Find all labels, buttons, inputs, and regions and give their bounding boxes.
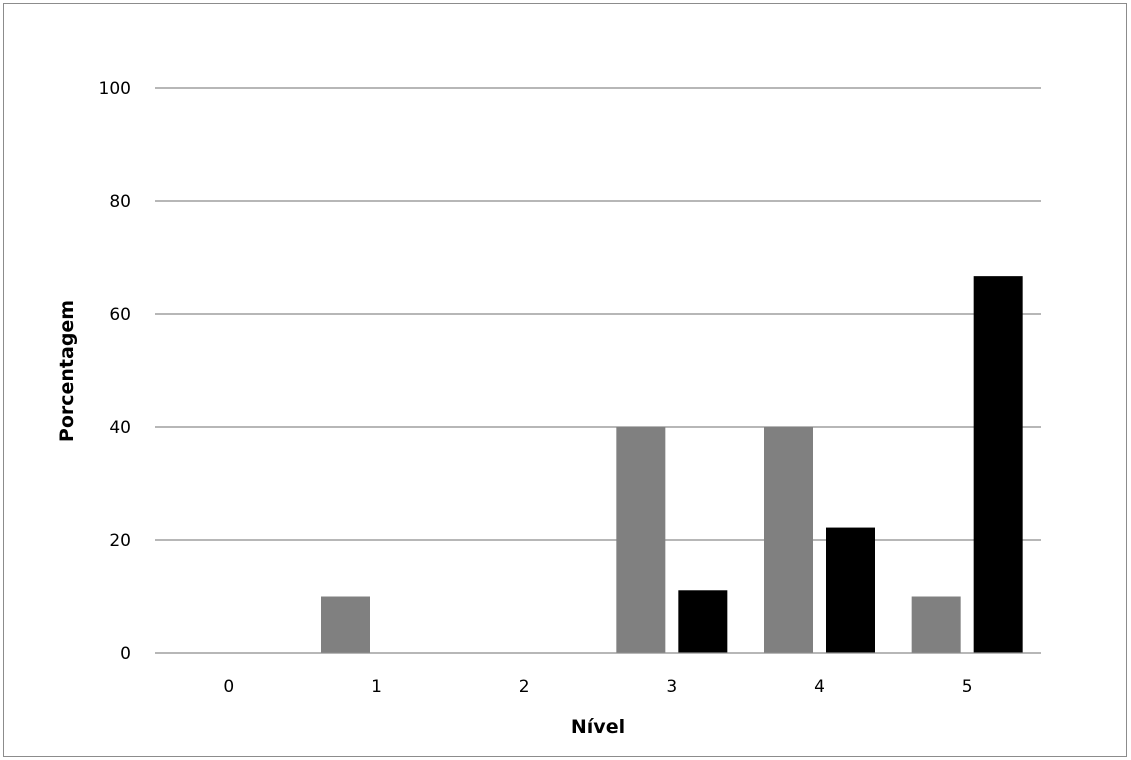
y-tick-label: 80	[109, 192, 131, 212]
y-axis-title: Porcentagem	[56, 300, 78, 442]
x-axis-title: Nível	[571, 716, 625, 738]
gridlines	[155, 87, 1041, 541]
x-tick-label: 3	[666, 677, 677, 697]
bar-series1-4	[764, 427, 813, 653]
bar-series2-4	[826, 527, 875, 653]
bar-series1-5	[911, 596, 961, 653]
bars	[321, 276, 1023, 653]
x-tick-labels: 0 1 2 3 4 5	[223, 677, 972, 697]
bar-series2-5	[973, 276, 1023, 653]
y-tick-label: 60	[109, 305, 131, 325]
x-tick-label: 0	[223, 677, 234, 697]
y-tick-label: 40	[109, 418, 131, 438]
bar-series1-3	[616, 427, 666, 653]
y-tick-label: 20	[109, 531, 131, 551]
bar-series1-1	[321, 596, 370, 653]
y-tick-label: 0	[120, 644, 131, 664]
x-tick-label: 5	[962, 677, 973, 697]
x-tick-label: 1	[371, 677, 382, 697]
x-tick-label: 4	[814, 677, 825, 697]
x-tick-label: 2	[519, 677, 530, 697]
y-tick-labels: 0 20 40 60 80 100	[99, 79, 131, 664]
y-tick-label: 100	[99, 79, 131, 99]
bar-series2-3	[678, 590, 728, 653]
